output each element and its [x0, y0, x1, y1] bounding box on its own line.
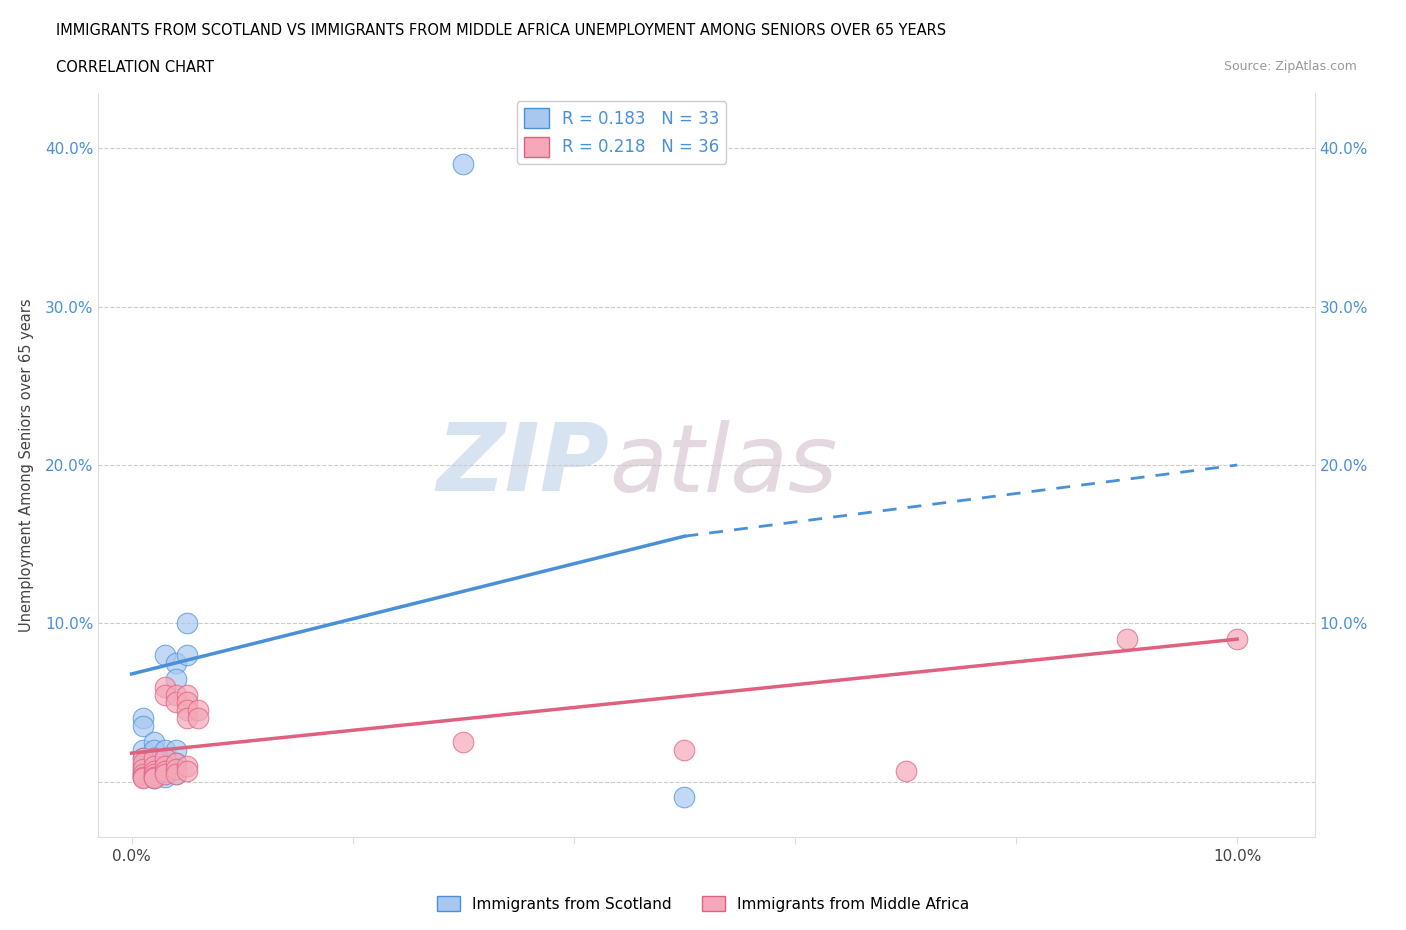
Point: [131, 769, 153, 784]
Point: [153, 687, 176, 702]
Point: [153, 751, 176, 765]
Point: [165, 755, 187, 770]
Point: [131, 719, 153, 734]
Point: [153, 764, 176, 778]
Point: [176, 764, 198, 778]
Point: [131, 766, 153, 781]
Point: [176, 758, 198, 773]
Point: [153, 766, 176, 781]
Point: [453, 735, 475, 750]
Point: [153, 742, 176, 757]
Point: [142, 766, 165, 781]
Point: [131, 769, 153, 784]
Point: [142, 771, 165, 786]
Point: [131, 771, 153, 786]
Point: [142, 769, 165, 784]
Point: [153, 758, 176, 773]
Point: [176, 711, 198, 725]
Point: [176, 703, 198, 718]
Point: [165, 766, 187, 781]
Point: [153, 769, 176, 784]
Point: [153, 647, 176, 662]
Point: [142, 751, 165, 765]
Point: [142, 769, 165, 784]
Point: [153, 764, 176, 778]
Point: [176, 695, 198, 710]
Point: [131, 764, 153, 778]
Point: [1115, 631, 1137, 646]
Point: [165, 755, 187, 770]
Y-axis label: Unemployment Among Seniors over 65 years: Unemployment Among Seniors over 65 years: [18, 299, 34, 631]
Text: IMMIGRANTS FROM SCOTLAND VS IMMIGRANTS FROM MIDDLE AFRICA UNEMPLOYMENT AMONG SEN: IMMIGRANTS FROM SCOTLAND VS IMMIGRANTS F…: [56, 23, 946, 38]
Point: [894, 764, 917, 778]
Text: atlas: atlas: [609, 419, 838, 511]
Point: [176, 687, 198, 702]
Point: [153, 758, 176, 773]
Point: [153, 766, 176, 781]
Point: [176, 616, 198, 631]
Point: [142, 766, 165, 781]
Point: [131, 758, 153, 773]
Point: [142, 735, 165, 750]
Point: [131, 751, 153, 765]
Legend: Immigrants from Scotland, Immigrants from Middle Africa: Immigrants from Scotland, Immigrants fro…: [430, 889, 976, 918]
Point: [165, 687, 187, 702]
Point: [131, 762, 153, 777]
Text: Source: ZipAtlas.com: Source: ZipAtlas.com: [1223, 60, 1357, 73]
Point: [165, 762, 187, 777]
Point: [165, 766, 187, 781]
Point: [142, 742, 165, 757]
Legend: R = 0.183   N = 33, R = 0.218   N = 36: R = 0.183 N = 33, R = 0.218 N = 36: [517, 101, 725, 164]
Point: [131, 751, 153, 765]
Point: [142, 764, 165, 778]
Point: [187, 703, 209, 718]
Point: [131, 766, 153, 781]
Point: [153, 679, 176, 694]
Point: [153, 751, 176, 765]
Point: [142, 758, 165, 773]
Point: [142, 771, 165, 786]
Point: [453, 157, 475, 172]
Point: [131, 755, 153, 770]
Point: [142, 764, 165, 778]
Point: [131, 742, 153, 757]
Point: [165, 671, 187, 686]
Point: [165, 742, 187, 757]
Point: [176, 647, 198, 662]
Point: [673, 790, 696, 804]
Point: [142, 751, 165, 765]
Point: [165, 762, 187, 777]
Text: CORRELATION CHART: CORRELATION CHART: [56, 60, 214, 75]
Point: [673, 742, 696, 757]
Point: [1226, 631, 1249, 646]
Point: [187, 711, 209, 725]
Text: ZIP: ZIP: [436, 419, 609, 511]
Point: [131, 711, 153, 725]
Point: [142, 758, 165, 773]
Point: [165, 695, 187, 710]
Point: [165, 656, 187, 671]
